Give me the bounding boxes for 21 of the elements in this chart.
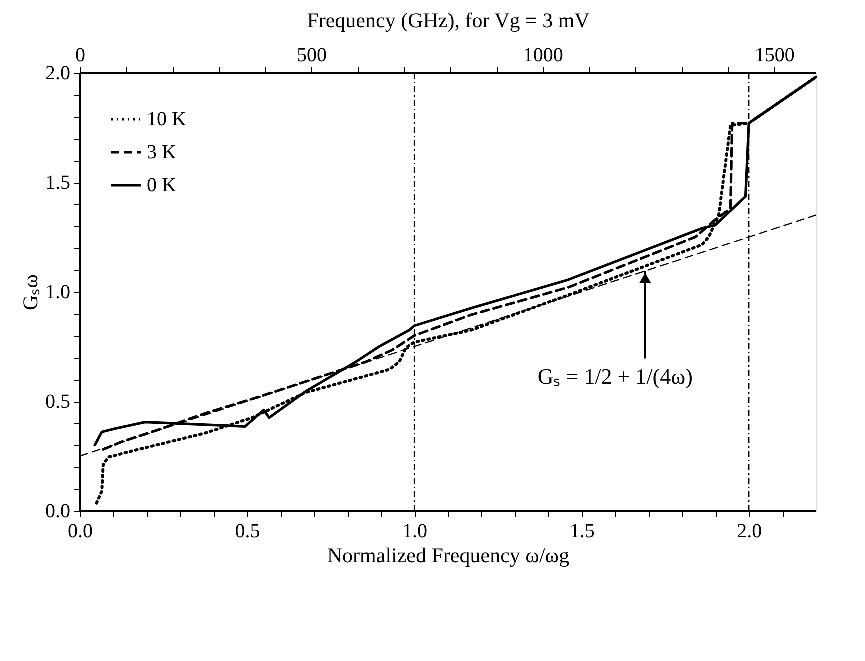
x-tick-label: 1.5 (570, 520, 595, 542)
y-tick-label: 1.5 (46, 172, 70, 194)
y-tick-label: 2.0 (46, 62, 70, 84)
x-axis-title: Normalized Frequency ω/ωg (327, 544, 570, 568)
legend-label: 0 K (147, 174, 177, 196)
x2-axis-title: Frequency (GHz), for Vg = 3 mV (307, 8, 590, 32)
x2-tick-label: 1000 (523, 44, 564, 66)
x2-tick-label: 0 (76, 44, 86, 66)
legend-label: 3 K (147, 142, 177, 164)
x-tick-label: 1.0 (402, 520, 428, 542)
y-axis-title: Gₛω (18, 274, 42, 310)
y-tick-label: 0.0 (46, 500, 70, 522)
x2-tick-label: 500 (296, 44, 327, 66)
annotation: Gₛ = 1/2 + 1/(4ω) (538, 364, 693, 389)
x2-tick-label: 1500 (754, 44, 795, 66)
y-tick-label: 0.5 (46, 391, 70, 413)
x-tick-label: 2.0 (737, 520, 762, 542)
y-tick-label: 1.0 (46, 282, 70, 304)
legend-label: 10 K (147, 108, 187, 130)
x-tick-label: 0.5 (235, 520, 260, 542)
x-tick-label: 0.0 (68, 520, 93, 542)
